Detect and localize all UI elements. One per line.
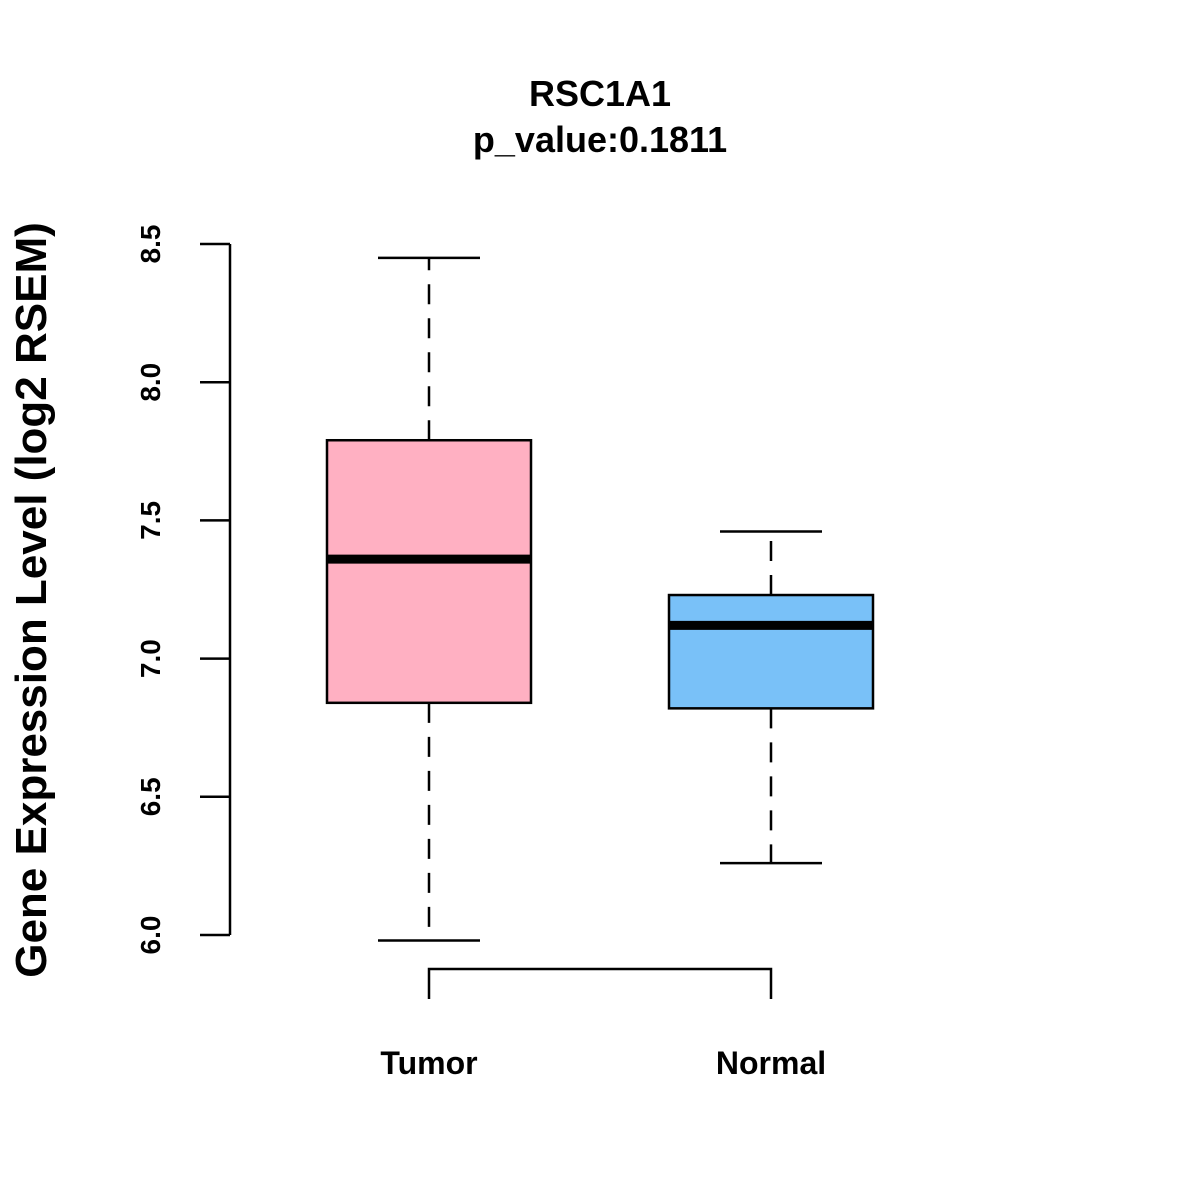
bracket-line bbox=[427, 967, 773, 999]
chart-title: RSC1A1 bbox=[529, 73, 671, 114]
box-tumor bbox=[325, 256, 533, 942]
box-normal bbox=[667, 530, 875, 865]
boxes-group bbox=[325, 256, 875, 942]
y-axis-label: Gene Expression Level (log2 RSEM) bbox=[7, 222, 56, 978]
y-tick-label-2: 7.0 bbox=[135, 639, 166, 678]
y-tick-label-0: 6.0 bbox=[135, 916, 166, 955]
y-tick-label-5: 8.5 bbox=[135, 225, 166, 264]
y-tick-label-1: 6.5 bbox=[135, 777, 166, 816]
category-label-tumor: Tumor bbox=[380, 1045, 477, 1081]
category-label-normal: Normal bbox=[716, 1045, 826, 1081]
y-axis: 6.0 6.5 7.0 7.5 8.0 8.5 bbox=[135, 225, 232, 955]
box-rect-tumor bbox=[325, 438, 533, 705]
box-rect-normal bbox=[667, 593, 875, 710]
chart-subtitle: p_value:0.1811 bbox=[473, 119, 727, 160]
comparison-bracket bbox=[427, 967, 773, 999]
y-tick-label-3: 7.5 bbox=[135, 501, 166, 540]
category-labels: Tumor Normal bbox=[380, 1045, 826, 1081]
y-tick-label-4: 8.0 bbox=[135, 363, 166, 402]
